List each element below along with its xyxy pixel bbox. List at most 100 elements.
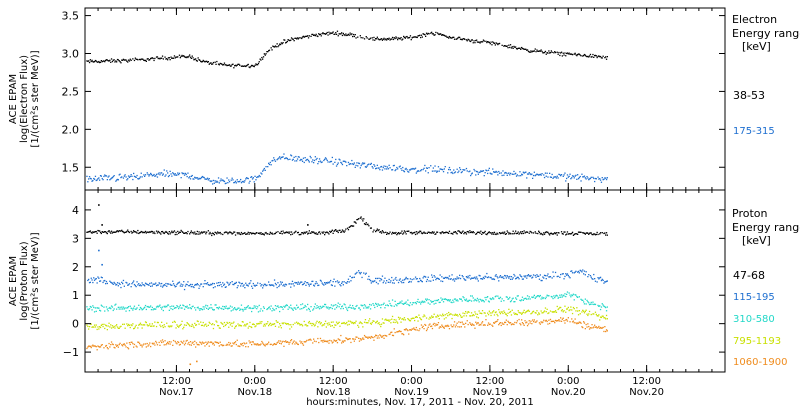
data-point xyxy=(215,181,217,183)
data-point xyxy=(565,273,567,275)
data-point xyxy=(453,298,456,300)
data-point xyxy=(211,307,213,309)
data-point xyxy=(245,233,248,235)
data-point xyxy=(446,299,448,301)
data-point xyxy=(254,343,256,346)
data-point xyxy=(401,300,403,302)
data-point xyxy=(481,278,483,280)
data-point xyxy=(390,331,392,334)
data-point xyxy=(603,330,605,333)
data-point xyxy=(448,35,451,38)
data-point xyxy=(428,318,430,320)
data-point xyxy=(346,321,348,324)
data-point xyxy=(250,65,252,68)
data-point xyxy=(282,230,284,232)
data-point xyxy=(574,294,576,296)
data-point xyxy=(533,50,535,52)
data-point xyxy=(493,231,496,233)
data-point xyxy=(581,326,583,328)
data-point xyxy=(311,231,313,233)
data-point xyxy=(481,299,484,301)
data-point xyxy=(553,320,555,322)
data-point xyxy=(458,170,460,172)
data-point xyxy=(536,173,538,175)
data-point xyxy=(406,278,408,280)
data-point xyxy=(407,278,409,280)
data-point xyxy=(192,57,194,59)
data-point xyxy=(93,277,95,279)
data-point xyxy=(412,232,414,234)
data-point xyxy=(263,234,265,236)
data-point xyxy=(257,311,260,313)
data-point xyxy=(121,344,123,346)
data-point xyxy=(504,45,506,47)
data-point xyxy=(455,278,457,280)
data-point xyxy=(525,48,527,50)
data-point xyxy=(350,307,352,309)
data-point xyxy=(183,326,185,328)
data-point xyxy=(579,313,581,315)
data-point xyxy=(379,334,381,336)
data-point xyxy=(409,278,412,280)
data-point xyxy=(500,311,502,313)
data-point xyxy=(431,327,434,330)
data-point xyxy=(100,304,102,306)
data-point xyxy=(539,50,541,52)
data-point xyxy=(251,326,253,329)
data-point xyxy=(315,281,317,283)
data-point xyxy=(233,308,235,310)
data-point xyxy=(316,320,318,322)
x-tick-date-label: Nov.18 xyxy=(316,387,351,398)
data-point xyxy=(561,273,563,275)
data-point xyxy=(190,286,192,288)
data-point xyxy=(500,232,502,234)
data-point xyxy=(496,313,498,316)
data-point xyxy=(184,56,187,58)
data-point xyxy=(95,310,97,312)
data-point xyxy=(588,178,591,180)
data-point xyxy=(567,233,569,235)
data-point xyxy=(132,281,134,284)
data-point xyxy=(244,65,246,67)
data-point xyxy=(524,232,526,234)
data-point xyxy=(287,231,289,233)
data-point xyxy=(178,325,181,327)
data-point xyxy=(106,308,108,310)
data-point xyxy=(557,320,559,322)
data-point xyxy=(549,172,551,174)
data-point xyxy=(125,231,127,233)
data-point xyxy=(107,230,109,233)
data-point xyxy=(491,324,493,326)
data-point xyxy=(339,229,341,231)
data-point xyxy=(528,275,530,277)
data-point xyxy=(491,44,493,46)
data-point xyxy=(150,325,152,327)
data-point xyxy=(159,58,161,60)
data-point xyxy=(307,233,309,235)
data-point xyxy=(86,231,88,233)
data-point xyxy=(334,285,336,287)
data-point xyxy=(198,308,200,310)
data-point xyxy=(498,172,501,174)
data-point xyxy=(436,314,439,316)
data-point xyxy=(155,306,158,308)
data-point xyxy=(443,168,445,170)
data-point xyxy=(337,302,339,304)
data-point xyxy=(599,232,602,234)
data-point xyxy=(107,310,109,312)
data-point xyxy=(301,341,303,343)
data-point xyxy=(542,297,544,300)
data-point xyxy=(602,315,604,317)
data-point xyxy=(96,349,98,351)
data-point xyxy=(246,233,249,235)
data-point xyxy=(241,282,243,285)
data-point xyxy=(172,308,174,311)
data-point xyxy=(138,178,140,180)
electron-ylabel-line2: log(Electron Flux) xyxy=(19,55,30,143)
data-point xyxy=(135,176,137,178)
data-point xyxy=(583,54,585,57)
data-point xyxy=(335,304,337,306)
data-point xyxy=(456,38,458,40)
data-point xyxy=(176,174,178,176)
data-point xyxy=(386,304,389,306)
